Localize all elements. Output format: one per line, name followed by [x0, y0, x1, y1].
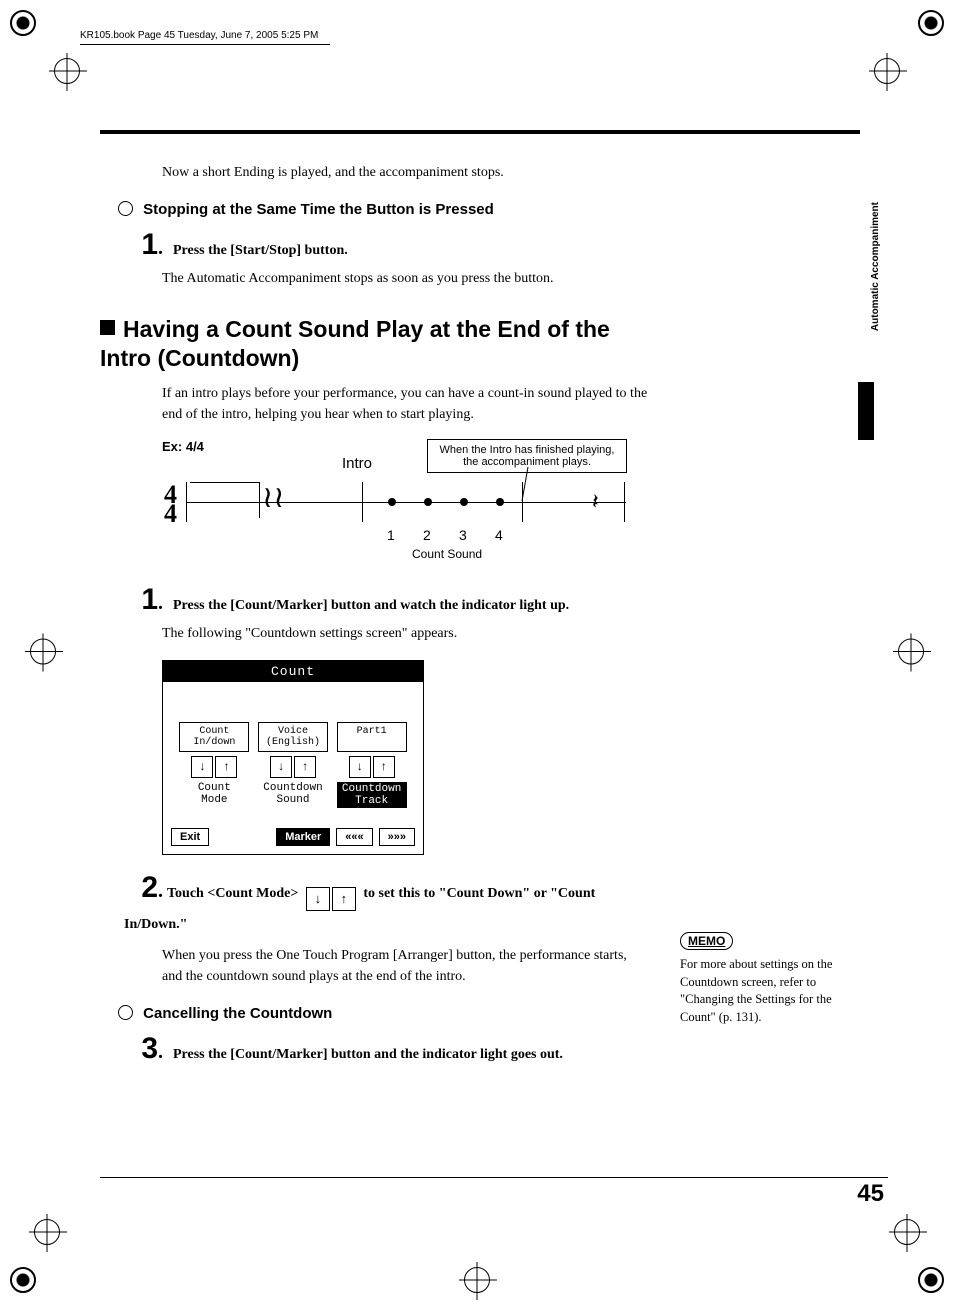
lcd-countdown-sound-slot: Voice (English) ↓ ↑ Countdown Sound: [258, 722, 328, 808]
beat-number: 4: [495, 527, 503, 543]
square-bullet-icon: [100, 320, 115, 335]
top-rule: [100, 130, 860, 134]
intro-bracket: [190, 482, 260, 518]
step-number: 3: [124, 1032, 158, 1066]
reg-mark-right: [898, 639, 924, 670]
up-arrow-button[interactable]: ↑: [215, 756, 237, 778]
step-1b-instruction: Press the [Count/Marker] button and watc…: [173, 598, 569, 613]
step-1a-instruction: Press the [Start/Stop] button.: [173, 243, 348, 258]
lcd-exit-button[interactable]: Exit: [171, 828, 209, 846]
countdown-settings-screen: Count Count In/down ↓ ↑ Count Mode: [162, 660, 424, 855]
beat-number: 2: [423, 527, 431, 543]
section-tab: Automatic Accompaniment: [870, 202, 881, 331]
subheading-cancelling: Cancelling the Countdown: [118, 1005, 650, 1022]
step-number: 1: [124, 583, 158, 617]
reg-mark-tr2: [874, 58, 900, 89]
memo-badge: MEMO: [680, 932, 733, 950]
lcd-countdown-track-label: Countdown Track: [337, 782, 407, 808]
crop-mark-tr: [918, 10, 944, 41]
time-signature: 4 4: [164, 485, 177, 524]
notehead: [496, 498, 504, 506]
framemaker-header: KR105.book Page 45 Tuesday, June 7, 2005…: [80, 30, 874, 45]
subheading-cancelling-text: Cancelling the Countdown: [143, 1005, 332, 1022]
countdown-diagram: Ex: 4/4 Intro When the Intro has finishe…: [162, 439, 632, 569]
memo-text: For more about settings on the Countdown…: [680, 956, 840, 1026]
up-arrow-button[interactable]: ↑: [294, 756, 316, 778]
step-2-body: When you press the One Touch Program [Ar…: [162, 945, 650, 987]
reg-mark-bl2: [34, 1219, 60, 1250]
reg-mark-left: [30, 639, 56, 670]
lcd-title: Count: [163, 661, 423, 682]
barline: [186, 482, 187, 522]
bullet-circle-icon: [118, 1005, 133, 1020]
page-number: 45: [857, 1180, 884, 1208]
lcd-next-button[interactable]: »»»: [379, 828, 415, 846]
lcd-countdown-track-value[interactable]: Part1: [337, 722, 407, 752]
step-1a-body: The Automatic Accompaniment stops as soo…: [162, 268, 650, 289]
beat-number: 3: [459, 527, 467, 543]
rest-symbol: 𝄽: [592, 489, 599, 515]
notehead: [424, 498, 432, 506]
crop-mark-bl: [10, 1267, 36, 1298]
callout-leader: [518, 467, 538, 503]
step-2-instruction: Touch <Count Mode> ↓ ↑ to set this to "C…: [124, 886, 595, 932]
step-1b-body: The following "Countdown settings screen…: [162, 623, 650, 644]
crop-mark-br: [918, 1267, 944, 1298]
notehead: [388, 498, 396, 506]
lcd-count-mode-label: Count Mode: [179, 782, 249, 806]
diagram-intro-label: Intro: [342, 455, 372, 472]
reg-mark-bottom: [464, 1267, 490, 1298]
notehead: [460, 498, 468, 506]
break-mark: ≀≀: [262, 483, 285, 513]
heading-countdown-text: Having a Count Sound Play at the End of …: [100, 316, 610, 371]
diagram-ex-label: Ex: 4/4: [162, 439, 204, 454]
lcd-countdown-sound-label: Countdown Sound: [258, 782, 328, 806]
beat-number: 1: [387, 527, 395, 543]
down-arrow-button[interactable]: ↓: [349, 756, 371, 778]
reg-mark-br2: [894, 1219, 920, 1250]
count-sound-label: Count Sound: [412, 547, 482, 561]
header-path-text: KR105.book Page 45 Tuesday, June 7, 2005…: [80, 30, 318, 41]
reg-mark-tl2: [54, 58, 80, 89]
lcd-count-mode-slot: Count In/down ↓ ↑ Count Mode: [179, 722, 249, 808]
subheading-stopping-text: Stopping at the Same Time the Button is …: [143, 201, 494, 218]
lcd-marker-button[interactable]: Marker: [276, 828, 330, 846]
heading-countdown: Having a Count Sound Play at the End of …: [100, 315, 650, 373]
down-arrow-button[interactable]: ↓: [270, 756, 292, 778]
up-arrow-icon: ↑: [332, 887, 356, 911]
step-number: 2: [124, 871, 158, 905]
step-number: 1: [124, 228, 158, 262]
crop-mark-tl: [10, 10, 36, 41]
barline: [624, 482, 625, 522]
lcd-countdown-track-slot: Part1 ↓ ↑ Countdown Track: [337, 722, 407, 808]
countdown-intro-body: If an intro plays before your performanc…: [162, 383, 650, 425]
thumb-tab: [858, 382, 874, 440]
step-3-instruction: Press the [Count/Marker] button and the …: [173, 1047, 563, 1062]
lcd-count-mode-value[interactable]: Count In/down: [179, 722, 249, 752]
lcd-countdown-sound-value[interactable]: Voice (English): [258, 722, 328, 752]
down-arrow-button[interactable]: ↓: [191, 756, 213, 778]
bullet-circle-icon: [118, 201, 133, 216]
lcd-prev-button[interactable]: «««: [336, 828, 372, 846]
footer-rule: [100, 1177, 888, 1178]
subheading-stopping: Stopping at the Same Time the Button is …: [118, 201, 650, 218]
down-arrow-icon: ↓: [306, 887, 330, 911]
ending-note: Now a short Ending is played, and the ac…: [162, 162, 650, 183]
up-arrow-button[interactable]: ↑: [373, 756, 395, 778]
barline: [362, 482, 363, 522]
